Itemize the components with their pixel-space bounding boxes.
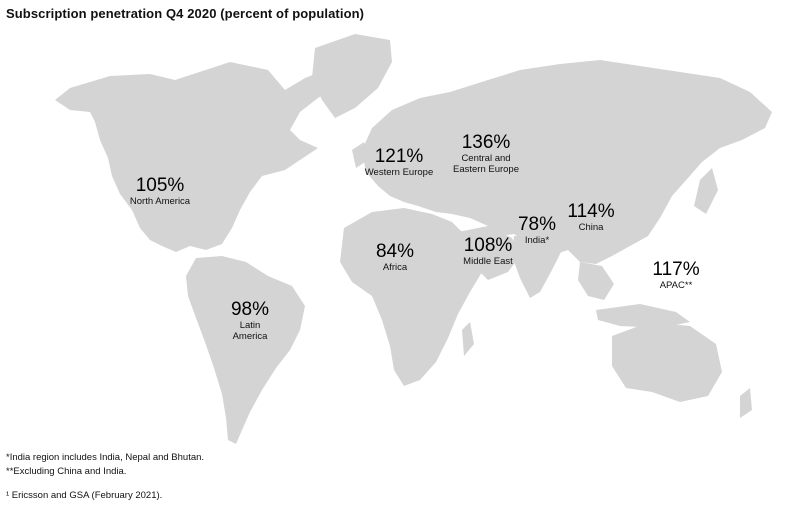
landmass-indonesia: [596, 304, 690, 328]
region-latin-america: 98% Latin America: [210, 299, 290, 343]
india-value: 78%: [517, 214, 557, 235]
region-china: 114% China: [556, 201, 626, 234]
region-north-america: 105% North America: [115, 175, 205, 208]
apac-value: 117%: [652, 259, 700, 280]
china-label: China: [578, 222, 604, 233]
landmass-latin-america: [186, 256, 305, 444]
central-eastern-europe-value: 136%: [461, 132, 511, 153]
landmass-arabia: [458, 226, 520, 280]
landmass-new-zealand: [740, 388, 752, 418]
north-america-label: North America: [129, 196, 191, 207]
map-title: Subscription penetration Q4 2020 (percen…: [6, 6, 365, 21]
footnote-india: *India region includes India, Nepal and …: [6, 452, 205, 463]
landmass-madagascar: [462, 322, 474, 356]
region-apac: 117% APAC**: [640, 259, 712, 292]
china-value: 114%: [567, 201, 615, 222]
footnote-apac: **Excluding China and India.: [6, 466, 127, 477]
africa-label: Africa: [382, 262, 408, 273]
region-middle-east: 108% Middle East: [450, 235, 526, 268]
middle-east-label: Middle East: [463, 256, 513, 267]
landmass-africa: [340, 208, 486, 386]
landmass-north-america: [55, 62, 338, 252]
landmass-japan: [694, 168, 718, 214]
landmass-greenland: [312, 34, 392, 118]
western-europe-label: Western Europe: [364, 167, 434, 178]
apac-label: APAC**: [659, 280, 693, 291]
latin-america-label-line1: Latin: [239, 320, 261, 331]
region-africa: 84% Africa: [360, 241, 430, 274]
landmass-british-isles: [352, 142, 368, 168]
landmass-india: [512, 236, 562, 298]
central-eastern-europe-label-line2: Eastern Europe: [452, 164, 519, 175]
india-label: India*: [524, 235, 550, 246]
africa-value: 84%: [375, 241, 415, 262]
latin-america-value: 98%: [230, 299, 270, 320]
central-eastern-europe-label-line1: Central and: [461, 153, 511, 164]
region-india: 78% India*: [510, 214, 564, 247]
middle-east-value: 108%: [463, 235, 513, 256]
landmass-southeast-asia: [578, 262, 614, 300]
western-europe-value: 121%: [374, 146, 424, 167]
region-central-eastern-europe: 136% Central and Eastern Europe: [440, 132, 532, 176]
footnote-source: ¹ Ericsson and GSA (February 2021).: [6, 490, 163, 501]
landmass-australia: [612, 322, 722, 402]
landmass-eurasia: [362, 60, 772, 264]
north-america-value: 105%: [135, 175, 185, 196]
region-western-europe: 121% Western Europe: [353, 146, 445, 179]
latin-america-label-line2: America: [232, 331, 268, 342]
